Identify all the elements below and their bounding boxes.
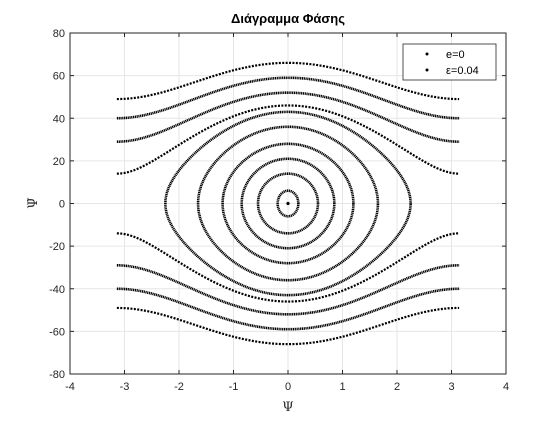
y-tick-label: 80 <box>53 28 65 40</box>
y-tick-label: 20 <box>53 156 65 168</box>
legend-marker-series-0 <box>425 52 429 56</box>
legend-label-series-1: ε=0.04 <box>446 65 479 77</box>
x-tick-label: -3 <box>120 381 130 393</box>
lower-rotating-orbit-0 <box>116 232 460 303</box>
legend: e=0 ε=0.04 <box>402 43 497 81</box>
upper-rotating-orbit-0 <box>116 104 460 175</box>
x-tick-label: -4 <box>65 381 75 393</box>
x-tick-label: -2 <box>174 381 184 393</box>
y-axis-label: Ψ̇ <box>26 197 41 208</box>
legend-marker-series-1 <box>425 68 429 72</box>
x-tick-label: 3 <box>448 381 454 393</box>
y-tick-label: 0 <box>59 199 65 211</box>
x-tick-label: 2 <box>394 381 400 393</box>
upper-rotating-orbit-1 <box>116 91 460 143</box>
data-marks <box>116 61 460 346</box>
x-tick-label: 4 <box>503 381 509 393</box>
closed-orbit-0 <box>276 189 300 218</box>
closed-orbit-5 <box>164 110 412 297</box>
y-tick-label: -60 <box>49 326 65 338</box>
x-tick-label: -1 <box>229 381 239 393</box>
x-tick-label: 0 <box>285 381 291 393</box>
closed-orbit-2 <box>240 157 336 250</box>
axes: -4 -3 -2 -1 0 1 2 3 4 -80 -60 -40 -20 0 20 40 60 80 <box>49 28 509 393</box>
y-tick-label: 40 <box>53 113 65 125</box>
chart-title: Διάγραμμα Φάσης <box>231 11 345 26</box>
data-point-e0 <box>286 201 290 206</box>
legend-label-series-0: e=0 <box>446 49 465 61</box>
y-tick-label: -80 <box>49 369 65 381</box>
lower-rotating-orbit-3 <box>116 306 460 346</box>
upper-rotating-orbit-2 <box>116 76 460 120</box>
y-tick-label: -20 <box>49 241 65 253</box>
x-axis-label: Ψ <box>282 400 293 415</box>
upper-rotating-orbit-3 <box>116 61 460 101</box>
lower-rotating-orbit-2 <box>116 287 460 331</box>
closed-orbit-4 <box>196 125 380 282</box>
closed-orbit-3 <box>221 142 355 265</box>
legend-box <box>402 43 497 81</box>
lower-rotating-orbit-1 <box>116 264 460 316</box>
y-tick-label: -40 <box>49 284 65 296</box>
x-tick-label: 1 <box>339 381 345 393</box>
y-tick-label: 60 <box>53 71 65 83</box>
closed-orbit-1 <box>256 172 320 235</box>
